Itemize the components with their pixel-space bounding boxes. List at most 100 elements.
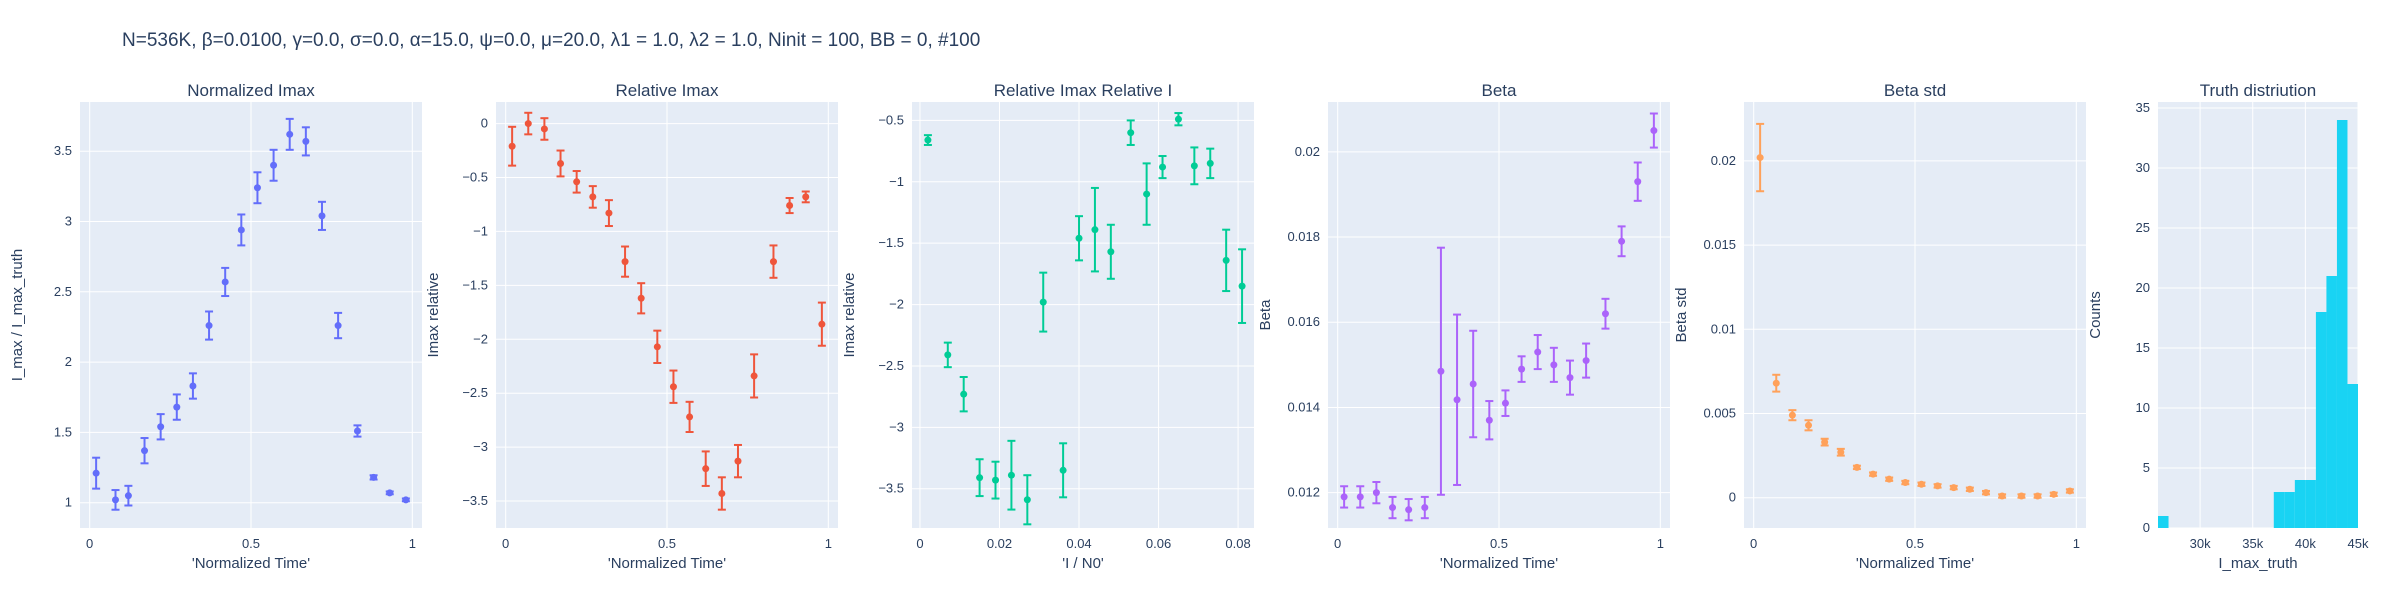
x-tick-label: 1 (409, 536, 416, 551)
data-point (1634, 178, 1642, 186)
subplot-1: 0 0.5 1 1 1.5 2 2.5 3 3.5 Normalized Imax 'Normali… (9, 81, 422, 572)
y-tick-label: 2 (65, 354, 72, 369)
x-tick-label: 35k (2242, 536, 2263, 551)
data-point (1059, 466, 1067, 474)
y-tick-label: 1 (65, 495, 72, 510)
y-tick-label: −3 (473, 439, 488, 454)
y-tick-label: −0.5 (462, 169, 488, 184)
x-tick-label: 0.04 (1066, 536, 1091, 551)
data-point (402, 496, 410, 504)
data-point (302, 137, 310, 145)
y-tick-label: 0.018 (1287, 229, 1320, 244)
data-point (1805, 421, 1813, 429)
data-point (334, 322, 342, 330)
data-point (818, 320, 826, 328)
data-point (1853, 463, 1861, 471)
data-point (1469, 380, 1477, 388)
subplot-title: Relative Imax Relative I (994, 81, 1173, 100)
data-point (1821, 438, 1829, 446)
data-point (1389, 504, 1397, 512)
data-point (637, 294, 645, 302)
data-point (1485, 416, 1493, 424)
subplot-title: Truth distriution (2200, 81, 2317, 100)
data-point (189, 382, 197, 390)
data-point (769, 258, 777, 266)
y-tick-label: 0 (1729, 490, 1736, 505)
data-point (111, 496, 119, 504)
subplot-5: 0 0.5 1 0 0.005 0.01 0.015 0.02 Beta std 'Normali… (1673, 81, 2086, 572)
y-tick-label: 25 (2136, 220, 2150, 235)
subplot-4: 0 0.5 1 0.012 0.014 0.016 0.018 0.02 Beta 'Normal… (1257, 81, 1670, 572)
data-point (508, 142, 516, 150)
data-point (1837, 448, 1845, 456)
data-point (173, 403, 181, 411)
histogram-bar (2336, 120, 2348, 528)
y-tick-label: −2 (473, 331, 488, 346)
data-point (1340, 493, 1348, 501)
data-point (1127, 129, 1135, 137)
data-point (557, 159, 565, 167)
data-point (605, 209, 613, 217)
data-point (370, 473, 378, 481)
y-tick-label: 30 (2136, 160, 2150, 175)
y-tick-label: −2.5 (462, 385, 488, 400)
data-point (1618, 237, 1626, 245)
data-point (802, 193, 810, 201)
data-point (524, 120, 532, 128)
data-point (1756, 154, 1764, 162)
y-tick-label: 3 (65, 214, 72, 229)
x-tick-label: 0 (916, 536, 923, 551)
data-point (786, 202, 794, 210)
data-point (253, 184, 261, 192)
data-point (1206, 159, 1214, 167)
y-tick-label: −1 (889, 174, 904, 189)
data-point (1405, 506, 1413, 514)
x-axis-label: 'Normalized Time' (1440, 555, 1558, 572)
data-point (1356, 493, 1364, 501)
subplot-title: Normalized Imax (187, 81, 315, 100)
y-tick-label: −3.5 (878, 481, 904, 496)
x-axis-label: 'Normalized Time' (608, 555, 726, 572)
x-tick-label: 40k (2295, 536, 2316, 551)
data-point (1091, 226, 1099, 234)
x-tick-label: 45k (2348, 536, 2369, 551)
data-point (1174, 115, 1182, 123)
y-axis-label: Imax relative (841, 272, 858, 357)
data-point (270, 161, 278, 169)
y-axis-label: I_max / I_max_truth (9, 249, 26, 382)
data-point (1650, 127, 1658, 135)
y-tick-label: −1 (473, 223, 488, 238)
y-tick-label: −2.5 (878, 358, 904, 373)
data-point (944, 351, 952, 359)
data-point (1421, 504, 1429, 512)
histogram-bar (2305, 480, 2316, 528)
data-point (353, 427, 361, 435)
data-point (960, 390, 968, 398)
data-point (1372, 489, 1380, 497)
x-tick-label: 1 (825, 536, 832, 551)
y-tick-label: 0.016 (1287, 314, 1320, 329)
y-tick-label: 0 (2143, 520, 2150, 535)
plot-background (912, 102, 1254, 528)
subplot-title: Beta std (1884, 81, 1946, 100)
data-point (1566, 374, 1574, 382)
data-point (141, 447, 149, 455)
data-point (1998, 492, 2006, 500)
subplot-2: 0 0.5 1 0 −0.5 −1 −1.5 −2 −2.5 −3 −3.5 Relative Ima… (425, 81, 838, 572)
data-point (621, 258, 629, 266)
x-axis-label: 'Normalized Time' (192, 555, 310, 572)
data-point (1934, 482, 1942, 490)
data-point (669, 383, 677, 391)
x-tick-label: 0 (1750, 536, 1757, 551)
data-point (2050, 490, 2058, 498)
data-point (1788, 411, 1796, 419)
x-tick-label: 0.02 (987, 536, 1012, 551)
data-point (1238, 282, 1246, 290)
x-tick-label: 0.06 (1146, 536, 1171, 551)
histogram-bar (2273, 492, 2285, 528)
subplot-6: 30k 35k 40k 45k 0 5 10 15 20 25 30 35 Truth distriut… (2087, 81, 2369, 572)
x-axis-label: 'I / N0' (1062, 555, 1104, 572)
y-tick-label: 5 (2143, 460, 2150, 475)
y-axis-label: Counts (2087, 291, 2104, 339)
